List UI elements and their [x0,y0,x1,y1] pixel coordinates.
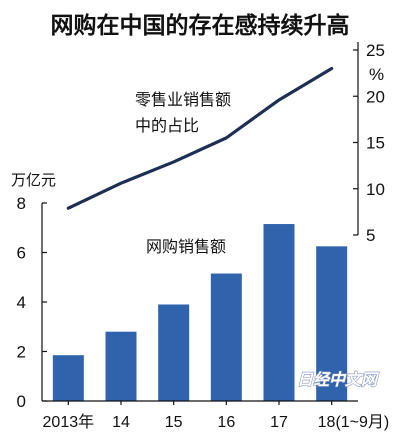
right-axis-unit: % [369,65,384,84]
left-tick-label: 2 [17,343,26,362]
left-tick-label: 8 [17,194,26,213]
left-axis-ticks: 0 2 4 6 8 [17,194,47,411]
right-tick-label: 5 [366,226,375,245]
category-label-1: 14 [112,414,130,431]
bar-2 [158,304,190,401]
chart-title: 网购在中国的存在感持续升高 [51,12,350,39]
bar-3 [210,273,242,401]
right-tick-label: 20 [366,87,385,106]
right-tick-label: 15 [366,134,385,153]
left-tick-label: 4 [17,293,26,312]
bar-series [52,224,348,401]
left-axis-label: 万亿元 [11,171,56,189]
category-label-2: 15 [165,414,183,431]
category-label-5: 18(1~9月) [318,414,390,431]
category-label-3: 16 [217,414,235,431]
line-series-annotation-line2: 中的占比 [135,116,199,135]
category-labels: 2013年 14 15 16 17 18(1~9月) [43,401,390,431]
right-axis-ticks: 5 10 15 20 25 [353,41,385,245]
category-label-4: 17 [270,414,288,431]
bar-1 [105,331,137,401]
bar-5 [316,246,348,401]
bar-4 [263,224,295,401]
bar-0 [52,355,84,401]
line-series [66,66,334,210]
right-tick-label: 25 [366,41,385,60]
right-tick-label: 10 [366,180,385,199]
left-tick-label: 0 [17,392,26,411]
left-tick-label: 6 [17,244,26,263]
bar-series-annotation: 网购销售额 [146,237,226,256]
share-line [66,66,334,210]
line-series-annotation-line1: 零售业销售额 [135,90,231,109]
category-label-0: 2013年 [43,413,95,431]
watermark: 日经中文网 [297,370,380,389]
